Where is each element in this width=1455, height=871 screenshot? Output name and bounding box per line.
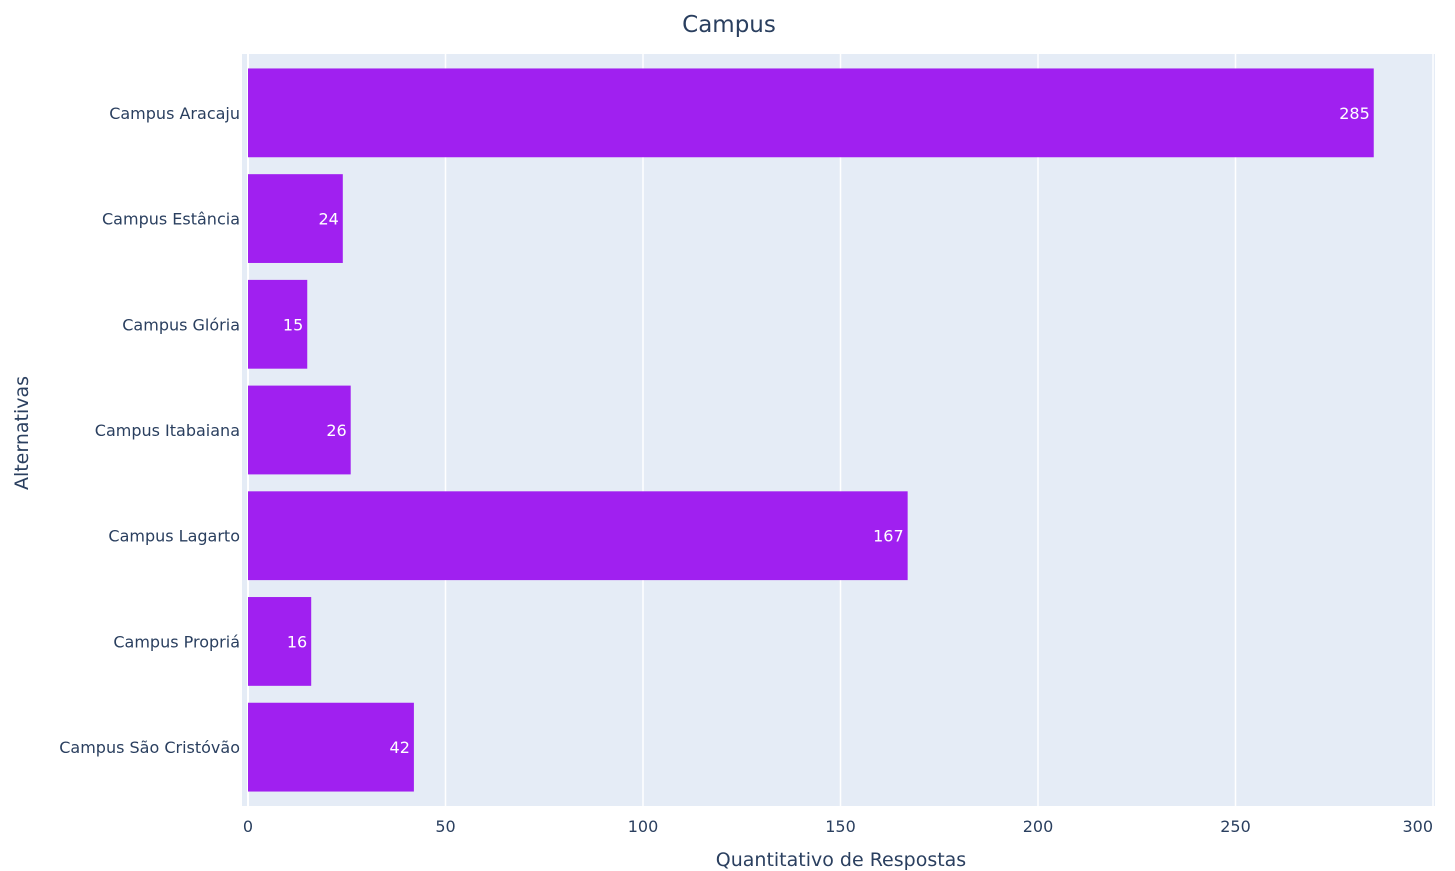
bar-value-label: 15 [283, 315, 303, 334]
x-tick-label: 100 [628, 817, 659, 836]
bar-value-label: 24 [318, 210, 338, 229]
bar-value-label: 42 [390, 738, 410, 757]
y-tick-label: Campus Propriá [113, 632, 240, 651]
bar [248, 174, 343, 263]
x-tick-label: 250 [1220, 817, 1251, 836]
y-axis-title: Alternativas [11, 376, 33, 490]
bar [248, 702, 414, 792]
data-labels: 285 24 15 26 167 16 42 [283, 104, 1370, 757]
bar-value-label: 167 [873, 527, 904, 546]
y-tick-label: Campus Estância [102, 210, 240, 229]
bar [248, 279, 308, 369]
bar-value-label: 26 [326, 421, 346, 440]
bar [248, 385, 351, 475]
y-tick-label: Campus São Cristóvão [59, 738, 240, 757]
x-tick-label: 50 [435, 817, 455, 836]
x-tick-label: 300 [1402, 817, 1433, 836]
chart-title: Campus [682, 12, 776, 38]
x-axis-title: Quantitativo de Respostas [716, 849, 966, 871]
bar-value-label: 16 [287, 632, 307, 651]
bars [248, 68, 1374, 792]
plot-area [242, 54, 1435, 806]
x-axis-ticks: 0 50 100 150 200 250 300 [243, 817, 1433, 836]
bar [248, 68, 1374, 158]
y-axis-ticks: Campus Aracaju Campus Estância Campus Glór… [59, 104, 240, 757]
bar [248, 491, 908, 581]
bar [248, 597, 312, 686]
y-tick-label: Campus Glória [122, 315, 240, 334]
x-tick-label: 200 [1023, 817, 1054, 836]
bar-value-label: 285 [1339, 104, 1370, 123]
x-tick-label: 150 [825, 817, 856, 836]
x-tick-label: 0 [243, 817, 253, 836]
y-tick-label: Campus Lagarto [108, 527, 240, 546]
y-tick-label: Campus Itabaiana [95, 421, 240, 440]
y-tick-label: Campus Aracaju [109, 104, 240, 123]
